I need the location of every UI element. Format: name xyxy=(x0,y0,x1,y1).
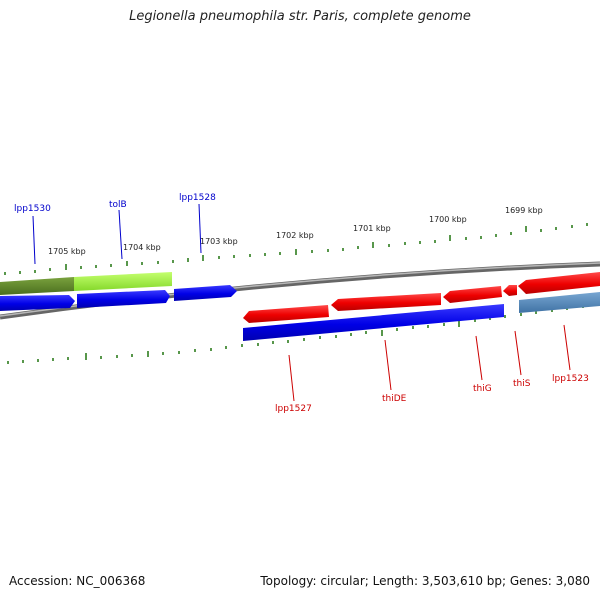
forward-genes xyxy=(0,285,237,311)
kbp-label-1705: 1705 kbp xyxy=(48,247,86,256)
genome-summary-text: Topology: circular; Length: 3,503,610 bp… xyxy=(260,574,590,588)
kbp-label-1703: 1703 kbp xyxy=(200,237,238,246)
gene-label-thiG[interactable]: thiG xyxy=(473,384,492,394)
kbp-label-1700: 1700 kbp xyxy=(429,215,467,224)
gene-arrow-lpp1528[interactable] xyxy=(174,285,237,301)
gene-label-thiDE[interactable]: thiDE xyxy=(382,394,407,404)
feature-blue-inner xyxy=(243,304,504,341)
map-title: Legionella pneumophila str. Paris, compl… xyxy=(129,9,471,24)
gene-arrow-thiS[interactable] xyxy=(503,285,517,296)
gene-label-lpp1530[interactable]: lpp1530 xyxy=(14,204,51,214)
reverse-genes xyxy=(243,272,600,323)
gene-labels: lpp1530 tolB lpp1528 lpp1527 thiDE thiG … xyxy=(14,193,589,414)
kbp-label-1702: 1702 kbp xyxy=(276,231,314,240)
gene-label-tolB[interactable]: tolB xyxy=(109,200,127,210)
feature-steel-inner xyxy=(519,292,600,313)
gene-arrow-thiDE[interactable] xyxy=(331,293,441,311)
gene-arrow-lpp1523[interactable] xyxy=(518,272,600,294)
kbp-label-1699: 1699 kbp xyxy=(505,206,543,215)
gene-arrow-lpp1527[interactable] xyxy=(243,305,329,323)
feature-lime xyxy=(74,272,172,291)
gene-label-lpp1528[interactable]: lpp1528 xyxy=(179,193,216,203)
feature-band-inner xyxy=(243,292,600,341)
callout-lines xyxy=(32,203,571,402)
kbp-label-1704: 1704 kbp xyxy=(123,243,161,252)
accession-text: Accession: NC_006368 xyxy=(9,574,146,588)
kbp-labels: 1705 kbp 1704 kbp 1703 kbp 1702 kbp 1701… xyxy=(48,206,543,256)
kbp-label-1701: 1701 kbp xyxy=(353,224,391,233)
gene-arrow-thiG[interactable] xyxy=(443,286,502,303)
gene-label-lpp1527[interactable]: lpp1527 xyxy=(275,404,312,414)
gene-arrow-lpp1530[interactable] xyxy=(0,295,75,311)
gene-label-thiS[interactable]: thiS xyxy=(513,379,531,389)
gene-label-lpp1523[interactable]: lpp1523 xyxy=(552,374,589,384)
gene-arrow-tolB[interactable] xyxy=(77,290,170,308)
feature-band-top xyxy=(0,272,172,295)
outer-tick-scale xyxy=(4,223,588,275)
feature-olive xyxy=(0,277,74,295)
